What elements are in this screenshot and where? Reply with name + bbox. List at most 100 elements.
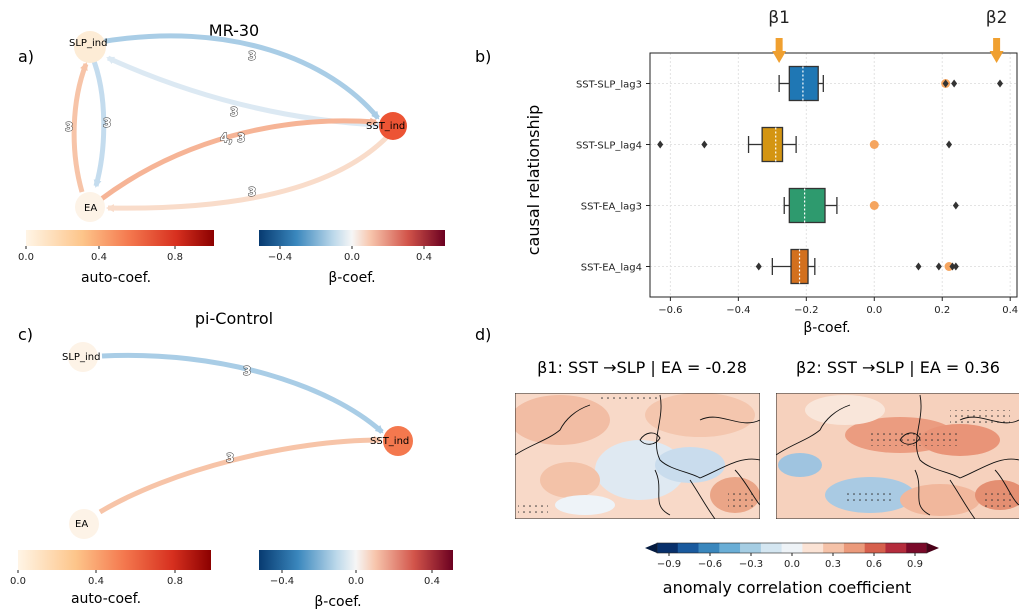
colorbar-segment <box>719 543 741 553</box>
tick-label: 0.8 <box>167 252 183 263</box>
auto-colorbar-label: auto-coef. <box>81 270 151 286</box>
tick-label: 0.4 <box>424 576 440 587</box>
marker-label: β1 <box>768 8 790 28</box>
x-tick-label: 0.0 <box>866 305 882 316</box>
colorbar-segment <box>802 543 824 553</box>
box <box>761 126 784 163</box>
colorbar-segment <box>885 543 907 553</box>
tick-label: 0.8 <box>167 576 183 587</box>
edge-label: 3 <box>248 185 256 199</box>
x-axis-label: β-coef. <box>803 320 850 336</box>
node-label: SLP_ind <box>62 352 100 363</box>
outlier-point <box>755 262 762 271</box>
colorbar-tick-label: −0.9 <box>657 559 681 570</box>
box <box>788 187 826 224</box>
outlier-point <box>935 262 942 271</box>
panel-b-label: b) <box>475 47 491 66</box>
node-label: SLP_ind <box>69 38 107 49</box>
node-sst-ind <box>379 112 407 140</box>
outlier-point <box>942 79 949 88</box>
panel-c: c) pi-Control 3 3 SLP_ind SST_ind EA 0.0… <box>10 309 453 610</box>
colorbar-segment <box>906 543 928 553</box>
node-label: SST_ind <box>370 436 409 447</box>
panel-a-title: MR-30 <box>209 21 259 40</box>
edge-label: 3 <box>230 105 238 119</box>
tick-label: 0.4 <box>91 252 107 263</box>
beta-colorbar <box>259 550 453 570</box>
colorbar-tick-label: 0.0 <box>784 559 800 570</box>
panel-a-label: a) <box>18 47 34 66</box>
tick-label: 0.0 <box>344 252 360 263</box>
outlier-point <box>946 140 953 149</box>
edge-slp-to-sst <box>99 33 380 120</box>
tick-label: 0.0 <box>348 576 364 587</box>
map1-correlation-map <box>515 393 760 519</box>
colorbar-segment <box>781 543 803 553</box>
edge-slp-to-ea <box>89 55 107 188</box>
plot-area <box>650 53 1017 297</box>
colorbar-extend-high <box>927 543 939 553</box>
colorbar-tick-label: 0.9 <box>907 559 923 570</box>
tick-label: −0.4 <box>270 576 294 587</box>
outlier-point <box>952 201 959 210</box>
colorbar-segment <box>740 543 762 553</box>
colorbar-segment <box>864 543 886 553</box>
panel-c-label: c) <box>18 325 33 344</box>
colorbar-segment <box>698 543 720 553</box>
map1-title: β1: SST →SLP | EA = -0.28 <box>537 358 747 377</box>
edge-label: 3 <box>243 364 251 378</box>
node-ea <box>69 509 99 539</box>
tick-label: 0.0 <box>18 252 34 263</box>
colorbar-segment <box>677 543 699 553</box>
tick-label: 0.4 <box>88 576 104 587</box>
panel-b: b) causal relationship β-coef. −0.6 −0.4−… <box>475 8 1018 336</box>
tick-label: 0.4 <box>416 252 432 263</box>
outlier-point <box>915 262 922 271</box>
outlier-point <box>951 79 958 88</box>
node-ea <box>75 192 105 222</box>
marker-label: β2 <box>986 8 1008 28</box>
colorbar-tick-label: 0.3 <box>825 559 841 570</box>
outlier-point <box>952 262 959 271</box>
outlier-point <box>997 79 1004 88</box>
panel-d-label: d) <box>475 325 491 344</box>
edge-label: 3 <box>103 116 111 130</box>
edge-label: 4, 3 <box>220 131 245 145</box>
tick-label: −0.4 <box>268 252 292 263</box>
outlier-point <box>657 140 664 149</box>
colorbar-segment <box>843 543 865 553</box>
x-tick-label: 0.2 <box>934 305 950 316</box>
map2-correlation-map <box>776 393 1019 519</box>
panel-d: d) β1: SST →SLP | EA = -0.28 β2: SST →SL… <box>475 325 1019 597</box>
colorbar-tick-label: −0.3 <box>739 559 763 570</box>
y-tick-label: SST-SLP_lag3 <box>576 80 642 91</box>
edge-ea-to-slp <box>71 62 89 193</box>
edge-slp-to-sst <box>101 352 384 434</box>
node-sst-ind <box>383 426 413 456</box>
edge-label: 3 <box>248 49 256 63</box>
marker-arrow <box>772 38 787 63</box>
y-tick-label: SST-SLP_lag4 <box>576 141 642 152</box>
edge-sst-to-ea <box>106 134 390 213</box>
edge-ea-to-sst <box>98 436 382 515</box>
box-plot: −0.6 −0.4 −0.2 0.0 0.2 0.4 SST-SLP_lag3 SST-SLP… <box>576 8 1018 316</box>
colorbar-tick-label: −0.6 <box>698 559 722 570</box>
colorbar-extend-low <box>645 543 657 553</box>
y-tick-label: SST-EA_lag4 <box>581 263 642 274</box>
outlier-point <box>949 262 956 271</box>
colorbar-segment <box>823 543 845 553</box>
edge-ea-to-sst <box>98 117 378 203</box>
node-label: SST_ind <box>366 121 405 132</box>
map-colorbar-label: anomaly correlation coefficient <box>663 578 911 597</box>
y-tick-label: SST-EA_lag3 <box>581 202 642 213</box>
auto-colorbar <box>26 230 214 246</box>
panel-c-title: pi-Control <box>195 309 273 328</box>
node-slp-ind <box>74 31 106 63</box>
colorbar-segment <box>760 543 782 553</box>
auto-colorbar-label: auto-coef. <box>71 591 141 607</box>
node-label: EA <box>75 519 88 530</box>
y-axis-label: causal relationship <box>524 105 543 255</box>
edge-sst-to-slp <box>106 55 381 128</box>
beta-colorbar <box>259 230 445 246</box>
